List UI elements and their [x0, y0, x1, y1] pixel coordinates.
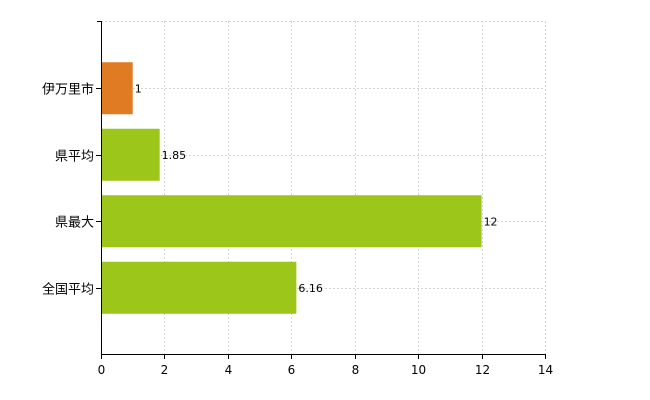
- data-label: 12: [484, 215, 498, 228]
- bar: [102, 261, 297, 314]
- bars: [102, 62, 482, 314]
- x-tick-label: 10: [411, 363, 426, 377]
- y-tick-label: 県平均: [55, 150, 94, 165]
- bar: [102, 128, 160, 181]
- x-tick-label: 8: [352, 363, 360, 377]
- bar: [102, 62, 133, 115]
- x-tick-label: 2: [161, 363, 169, 377]
- x-tick-label: 14: [538, 363, 553, 377]
- y-tick-label: 全国平均: [42, 282, 94, 298]
- data-label: 1.85: [162, 149, 187, 162]
- data-label: 6.16: [298, 282, 323, 295]
- x-tick-label: 12: [475, 363, 490, 377]
- x-tick-label: 6: [288, 363, 296, 377]
- x-tick-label: 0: [98, 363, 106, 377]
- y-tick-label: 県最大: [55, 216, 94, 231]
- axes: [96, 21, 546, 359]
- x-tick-label: 4: [225, 363, 233, 377]
- bar: [102, 195, 482, 248]
- y-tick-label: 伊万里市: [42, 82, 94, 98]
- data-label: 1: [135, 82, 142, 95]
